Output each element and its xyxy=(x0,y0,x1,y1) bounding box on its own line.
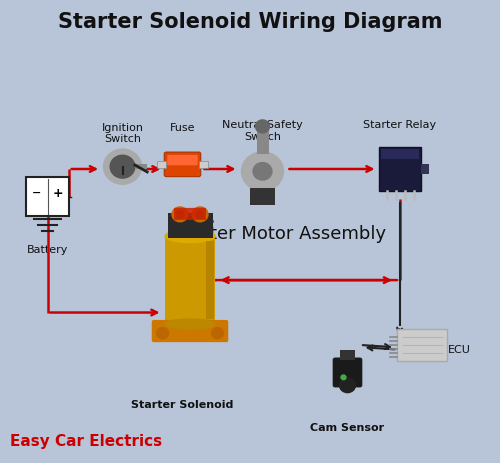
FancyBboxPatch shape xyxy=(398,329,448,361)
Circle shape xyxy=(172,207,188,222)
Circle shape xyxy=(253,163,272,180)
FancyBboxPatch shape xyxy=(136,164,147,169)
Text: Fuse: Fuse xyxy=(170,123,195,133)
Circle shape xyxy=(110,155,135,178)
FancyBboxPatch shape xyxy=(167,155,198,165)
FancyBboxPatch shape xyxy=(168,213,212,238)
Circle shape xyxy=(256,120,270,133)
FancyBboxPatch shape xyxy=(333,358,362,387)
FancyBboxPatch shape xyxy=(157,161,166,168)
FancyBboxPatch shape xyxy=(256,128,268,154)
FancyBboxPatch shape xyxy=(381,149,419,158)
Ellipse shape xyxy=(165,230,215,243)
Text: Starter Solenoid Wiring Diagram: Starter Solenoid Wiring Diagram xyxy=(58,12,442,31)
Circle shape xyxy=(340,378,355,393)
FancyBboxPatch shape xyxy=(340,350,354,360)
Circle shape xyxy=(156,328,168,339)
Text: Cam Sensor: Cam Sensor xyxy=(310,423,384,433)
FancyBboxPatch shape xyxy=(421,164,429,174)
Text: Battery: Battery xyxy=(27,245,68,256)
Text: +: + xyxy=(53,187,64,200)
FancyBboxPatch shape xyxy=(165,236,215,324)
FancyBboxPatch shape xyxy=(164,152,201,176)
Text: Neutral Safety
Switch: Neutral Safety Switch xyxy=(222,120,303,142)
Circle shape xyxy=(196,211,204,218)
Circle shape xyxy=(242,152,284,191)
Circle shape xyxy=(192,207,208,222)
Text: ECU: ECU xyxy=(448,344,470,355)
FancyBboxPatch shape xyxy=(26,177,69,217)
FancyBboxPatch shape xyxy=(250,188,275,205)
Text: −: − xyxy=(32,188,42,198)
Circle shape xyxy=(212,328,224,339)
Text: Ignition
Switch: Ignition Switch xyxy=(102,123,143,144)
FancyBboxPatch shape xyxy=(206,241,214,319)
Circle shape xyxy=(104,149,142,184)
Circle shape xyxy=(341,375,346,380)
Circle shape xyxy=(176,211,184,218)
FancyBboxPatch shape xyxy=(198,161,208,168)
FancyBboxPatch shape xyxy=(379,147,421,191)
Text: Easy Car Electrics: Easy Car Electrics xyxy=(10,434,162,449)
Text: Starter Relay: Starter Relay xyxy=(364,120,436,131)
FancyBboxPatch shape xyxy=(174,208,206,220)
Ellipse shape xyxy=(165,319,215,329)
Text: Starter Solenoid: Starter Solenoid xyxy=(132,400,234,410)
FancyBboxPatch shape xyxy=(152,320,228,342)
Text: Starter Motor Assembly: Starter Motor Assembly xyxy=(174,225,386,243)
